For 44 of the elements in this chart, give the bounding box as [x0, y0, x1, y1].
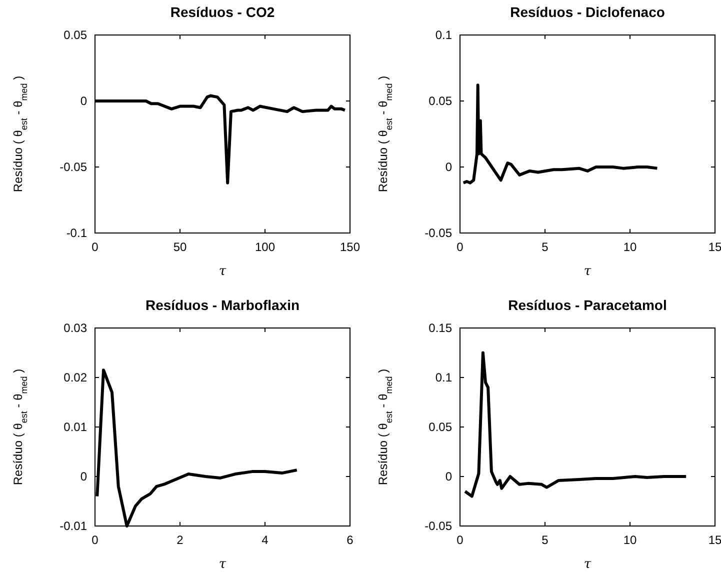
line-series	[464, 351, 688, 498]
y-tick-label: 0.1	[435, 370, 452, 384]
x-tick-label: 5	[542, 533, 549, 547]
y-tick-label: 0.02	[64, 370, 88, 384]
y-tick-label: 0.05	[428, 420, 452, 434]
x-axis-title: τ	[584, 264, 592, 279]
x-tick-label: 15	[708, 240, 721, 254]
x-tick-label: 0	[92, 533, 99, 547]
x-axis-title: τ	[218, 557, 227, 572]
chart-title: Resíduos - Diclofenaco	[510, 4, 665, 20]
x-axis-title: τ	[584, 557, 592, 572]
chart-title: Resíduos - Marboflaxin	[145, 297, 300, 313]
y-tick-label: 0.03	[64, 321, 88, 335]
x-tick-label: 0	[456, 240, 464, 254]
x-tick-label: 10	[623, 533, 637, 547]
y-tick-label: 0.05	[428, 94, 452, 108]
y-tick-label: -0.01	[60, 519, 88, 533]
x-axis-title: τ	[218, 264, 227, 279]
y-tick-label: 0	[80, 94, 88, 108]
y-tick-label: 0.01	[64, 420, 88, 434]
chart-title: Resíduos - Paracetamol	[508, 297, 667, 313]
y-tick-label: 0	[445, 160, 452, 174]
y-tick-label: 0	[80, 470, 88, 484]
line-series	[462, 84, 659, 184]
x-tick-label: 15	[708, 533, 721, 547]
y-tick-label: -0.05	[424, 519, 452, 533]
y-tick-label: 0.15	[428, 321, 452, 335]
y-tick-label: 0.1	[435, 28, 452, 42]
y-tick-label: -0.1	[66, 226, 88, 240]
x-tick-label: 0	[456, 533, 464, 547]
x-tick-label: 10	[623, 240, 637, 254]
x-tick-label: 50	[173, 240, 187, 254]
x-tick-label: 4	[262, 533, 269, 547]
x-tick-label: 5	[542, 240, 549, 254]
y-tick-label: 0	[445, 470, 452, 484]
x-tick-label: 2	[176, 533, 184, 547]
x-tick-label: 100	[254, 240, 276, 254]
y-tick-label: -0.05	[60, 160, 88, 174]
x-tick-label: 150	[340, 240, 360, 254]
x-tick-label: 6	[346, 533, 354, 547]
y-tick-label: 0.05	[64, 28, 88, 42]
x-tick-label: 0	[92, 240, 99, 254]
chart-title: Resíduos - CO2	[170, 4, 275, 20]
y-tick-label: -0.05	[424, 226, 452, 240]
